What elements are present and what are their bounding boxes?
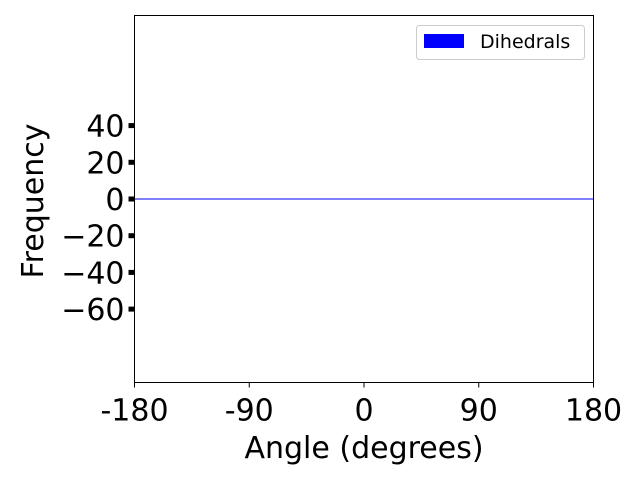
y-tick-label: −40 (61, 256, 124, 291)
y-tick-label: 20 (86, 146, 124, 181)
x-tick-label: -180 (100, 394, 168, 429)
x-tick-label: 180 (565, 394, 622, 429)
y-tick-label: 40 (86, 110, 124, 145)
x-tick-label: 0 (354, 394, 373, 429)
y-tick-label: −60 (61, 293, 124, 328)
x-axis-label: Angle (degrees) (244, 431, 483, 466)
legend-swatch-dihedrals (424, 34, 464, 48)
x-tick-label: -90 (225, 394, 274, 429)
legend: Dihedrals (416, 25, 585, 60)
x-tick-label: 90 (460, 394, 498, 429)
y-tick-label: −20 (61, 220, 124, 255)
y-tick-label: 0 (105, 183, 124, 218)
y-axis-label: Frequency (16, 124, 51, 279)
legend-label-dihedrals: Dihedrals (480, 31, 570, 53)
x-axis: -180 -90 0 90 180 (100, 382, 622, 429)
